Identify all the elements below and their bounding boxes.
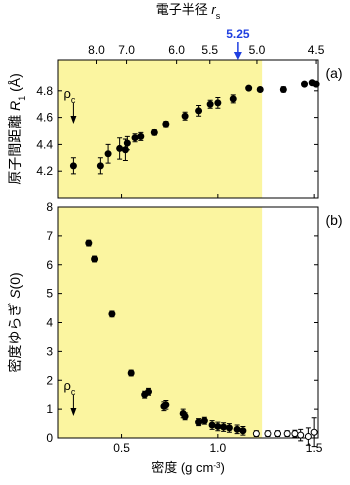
data-point (252, 430, 260, 438)
arrow-head (70, 408, 77, 416)
data-point (195, 107, 203, 115)
data-point (150, 128, 158, 136)
label-part: r (211, 2, 216, 17)
label-part: s (216, 11, 221, 21)
label-part: (0) (7, 272, 23, 289)
annotation-part: c (71, 387, 76, 397)
top-tick-label: 7.0 (118, 43, 135, 57)
annotation-part: ρ (63, 378, 70, 393)
data-point (297, 431, 305, 439)
data-point (310, 428, 318, 436)
top-tick-label: 5.5 (201, 43, 218, 57)
top-tick-label: 4.5 (308, 43, 325, 57)
data-point (116, 144, 124, 152)
axis-label: 電子半径 rs (156, 2, 221, 21)
data-point (123, 139, 131, 147)
annotation: ρc (63, 378, 75, 397)
data-point (283, 430, 291, 438)
label-part: (Å) (7, 73, 23, 96)
data-point (279, 85, 287, 93)
label-part: -3 (213, 461, 221, 470)
label-part: 密度 (g cm (151, 460, 213, 475)
data-point (214, 99, 222, 107)
data-point (208, 421, 216, 429)
data-point (181, 112, 189, 120)
arrow-head (70, 116, 77, 124)
y-tick-label: 5 (46, 287, 53, 301)
label-part: R (7, 101, 23, 111)
label-part: ) (220, 460, 224, 475)
y-tick-label: 4.2 (36, 164, 53, 178)
top-tick-label: 5.0 (249, 43, 266, 57)
data-point (104, 150, 112, 158)
data-point (162, 120, 170, 128)
data-point (200, 417, 208, 425)
data-point (264, 430, 272, 438)
data-point (291, 430, 299, 438)
data-point (131, 134, 139, 142)
y-tick-label: 1 (46, 402, 53, 416)
data-point (91, 255, 99, 263)
data-point (127, 369, 135, 377)
axis-label: 原子間距離 R1 (Å) (7, 73, 27, 185)
label-part: S (7, 289, 23, 299)
annotation-part: c (71, 95, 76, 105)
x-tick-label: 1.5 (306, 441, 323, 455)
axis-label: 密度ゆらぎ S(0) (7, 272, 23, 372)
data-point (220, 423, 228, 431)
x-tick-label: 1.0 (210, 441, 227, 455)
data-point (229, 95, 237, 103)
data-point (85, 239, 93, 247)
data-point (239, 427, 247, 435)
x-tick-label: 0.5 (113, 441, 130, 455)
y-tick-label: 6 (46, 258, 53, 272)
data-point (162, 401, 170, 409)
data-point (195, 418, 203, 426)
data-point (206, 100, 214, 108)
y-tick-label: 2 (46, 373, 53, 387)
shaded-region (58, 60, 263, 198)
data-point (214, 422, 222, 430)
label-part: 1 (17, 96, 27, 101)
y-tick-label: 4.8 (36, 84, 53, 98)
arrow-head (233, 52, 242, 60)
top-tick-label: 8.0 (88, 43, 105, 57)
axis-label: 密度 (g cm-3) (151, 460, 225, 475)
label-part: 密度ゆらぎ (7, 299, 23, 373)
data-point (233, 425, 241, 433)
panel-label: (a) (325, 65, 342, 81)
data-point (312, 80, 320, 88)
top-marker-label: 5.25 (226, 27, 250, 41)
data-point (304, 433, 312, 441)
y-tick-label: 4.4 (36, 137, 53, 151)
data-point (145, 388, 153, 396)
y-tick-label: 0 (46, 431, 53, 445)
y-tick-label: 4.6 (36, 111, 53, 125)
data-point (301, 80, 309, 88)
annotation: ρc (63, 86, 75, 105)
data-point (137, 132, 145, 140)
y-tick-label: 3 (46, 344, 53, 358)
plot-frame (57, 59, 319, 199)
panel-label: (b) (325, 212, 342, 228)
top-tick-label: 6.0 (168, 43, 185, 57)
data-point (274, 430, 282, 438)
label-part: 原子間距離 (7, 111, 23, 185)
annotation-part: ρ (63, 86, 70, 101)
data-point (96, 162, 104, 170)
data-point (245, 84, 253, 92)
data-point (69, 162, 77, 170)
shaded-region (58, 207, 263, 438)
label-part: 電子半径 (156, 2, 212, 17)
data-point (108, 310, 116, 318)
data-point (181, 412, 189, 420)
y-tick-label: 7 (46, 229, 53, 243)
y-tick-label: 4 (46, 316, 53, 330)
y-tick-label: 8 (46, 200, 53, 214)
data-point (256, 85, 264, 93)
data-point (225, 424, 233, 432)
